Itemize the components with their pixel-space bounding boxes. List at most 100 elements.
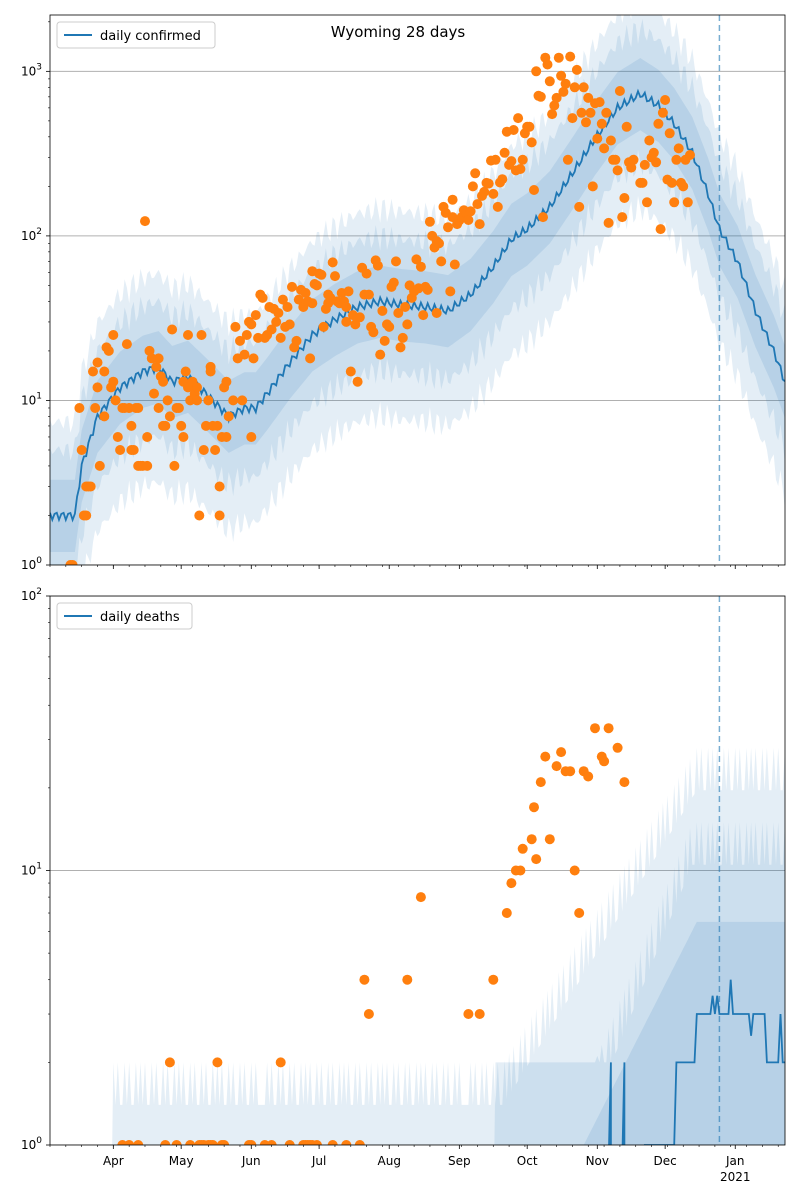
data-point — [76, 445, 87, 455]
data-point — [341, 302, 352, 312]
y-tick-label: 100 — [21, 1136, 42, 1152]
data-point — [637, 177, 648, 188]
data-point — [535, 777, 546, 788]
data-point — [605, 135, 616, 146]
data-point — [194, 510, 205, 521]
y-tick-label: 101 — [21, 862, 42, 878]
data-point — [354, 312, 365, 323]
data-point — [648, 147, 659, 158]
data-point — [311, 280, 322, 291]
data-point — [330, 271, 340, 282]
data-point — [133, 403, 144, 413]
plot-area — [50, 15, 785, 565]
data-point — [275, 1057, 286, 1068]
data-point — [128, 445, 139, 455]
data-point — [162, 395, 173, 406]
data-point — [219, 1140, 230, 1145]
data-point — [422, 284, 433, 295]
data-point — [664, 128, 675, 139]
data-point — [621, 121, 632, 132]
x-tick-label: Oct — [517, 1154, 538, 1168]
data-point — [115, 445, 126, 455]
data-point — [488, 188, 499, 199]
band-inner — [583, 921, 785, 1145]
data-point — [400, 302, 411, 312]
data-point — [185, 1140, 196, 1145]
x-tick-label: Aug — [378, 1154, 401, 1168]
data-point — [501, 908, 512, 918]
data-point — [341, 1140, 352, 1145]
data-point — [601, 107, 612, 118]
x-tick-label: May — [169, 1154, 194, 1168]
data-point — [352, 376, 363, 387]
data-point — [171, 1140, 182, 1145]
data-point — [610, 154, 621, 165]
data-point — [133, 1140, 144, 1145]
data-point — [574, 201, 585, 212]
data-point — [465, 206, 476, 217]
data-point — [239, 349, 250, 360]
data-point — [470, 168, 481, 179]
data-point — [479, 186, 490, 197]
data-point — [210, 445, 221, 455]
data-point — [158, 376, 169, 387]
data-point — [492, 201, 503, 212]
data-point — [542, 59, 553, 70]
axes-frame — [49, 14, 786, 566]
data-point — [311, 1140, 322, 1145]
data-point — [372, 260, 383, 271]
data-point — [74, 403, 85, 413]
legend-box — [56, 602, 193, 630]
data-point — [443, 222, 453, 233]
data-point — [92, 357, 103, 368]
data-point — [108, 330, 119, 340]
data-point — [110, 395, 121, 406]
data-point — [526, 834, 537, 845]
data-point — [565, 51, 576, 62]
data-point — [103, 345, 114, 356]
data-point — [562, 154, 573, 165]
legend-box — [56, 21, 216, 49]
data-point — [203, 395, 214, 406]
x-tick-label: Nov — [586, 1154, 609, 1168]
data-point — [524, 121, 535, 132]
data-point — [581, 117, 591, 128]
data-point — [594, 97, 605, 108]
data-point — [612, 165, 623, 176]
data-point — [343, 286, 354, 297]
data-point — [436, 256, 447, 267]
data-point — [363, 289, 374, 300]
data-point — [124, 1140, 135, 1145]
data-point — [467, 181, 478, 192]
data-point — [617, 212, 628, 223]
band-inner — [50, 58, 785, 552]
legend-label: daily confirmed — [100, 29, 201, 44]
y-tick-label: 103 — [21, 62, 42, 78]
data-point — [142, 432, 153, 442]
data-point — [214, 510, 225, 521]
data-point — [497, 174, 508, 185]
data-point — [173, 403, 184, 413]
confirmed-chart-panel: 100 101 102 103 Wyoming 28 days daily confirm… — [21, 14, 786, 572]
data-point — [359, 974, 370, 985]
data-point — [424, 216, 435, 227]
data-point — [90, 403, 101, 413]
data-point — [363, 1009, 374, 1019]
legend-label: daily deaths — [100, 610, 180, 625]
data-point — [284, 1140, 295, 1145]
data-point — [266, 324, 277, 335]
data-point — [415, 261, 426, 272]
data-point — [88, 366, 98, 377]
data-point — [212, 420, 223, 431]
data-point — [488, 974, 499, 985]
data-point — [92, 382, 103, 393]
data-point — [655, 224, 666, 235]
data-point — [327, 1140, 338, 1145]
data-point — [140, 216, 150, 227]
data-point — [327, 257, 338, 268]
x-tick-label: Jul — [311, 1154, 326, 1168]
data-point — [660, 95, 671, 105]
y-tick-label: 101 — [21, 391, 42, 407]
data-point — [192, 395, 202, 406]
